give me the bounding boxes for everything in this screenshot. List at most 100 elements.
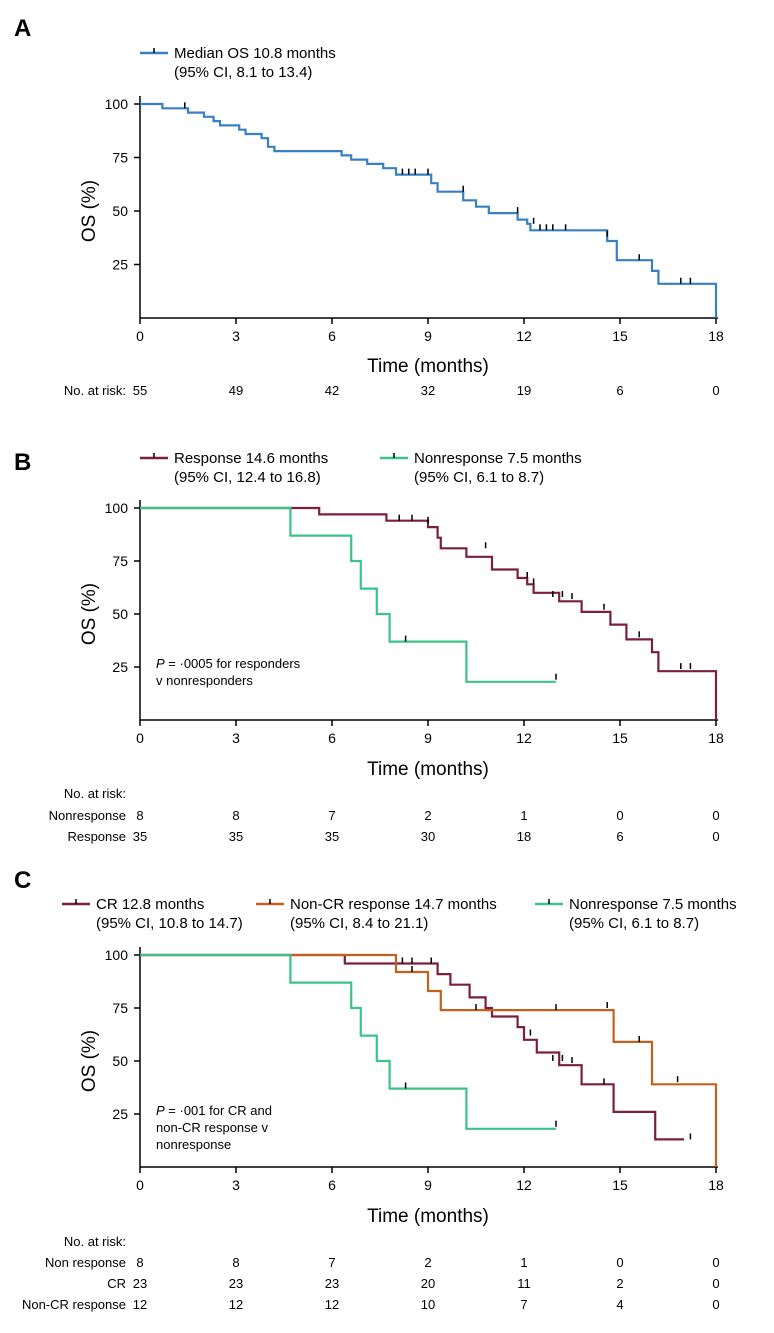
x-tick-label: 9: [424, 1177, 432, 1193]
x-tick-label: 3: [232, 328, 240, 344]
x-tick-label: 0: [136, 730, 144, 746]
km-curve-response: [140, 506, 718, 720]
risk-value: 0: [712, 1297, 719, 1312]
y-tick-label: 25: [112, 659, 128, 675]
risk-value: 2: [424, 1255, 431, 1270]
panel-C: C CR 12.8 months (95% CI, 10.8 to 14.7) Non…: [14, 867, 737, 1312]
risk-value: 20: [421, 1276, 435, 1291]
risk-row-label: Non response: [45, 1255, 126, 1270]
legend-ci: (95% CI, 8.4 to 21.1): [290, 915, 428, 932]
risk-value: 8: [232, 808, 239, 823]
p-symbol: P: [156, 1103, 165, 1118]
legend-ci: (95% CI, 10.8 to 14.7): [96, 915, 243, 932]
x-tick-label: 3: [232, 730, 240, 746]
y-tick-label: 75: [112, 1000, 128, 1016]
y-axis-title: OS (%): [79, 1030, 100, 1092]
y-axis-title: OS (%): [79, 180, 100, 242]
x-tick-label: 18: [708, 328, 724, 344]
y-tick-label: 75: [112, 553, 128, 569]
legend-label: Non-CR response 14.7 months: [290, 896, 497, 913]
panel-A: A Median OS 10.8 months (95% CI, 8.1 to 13…: [14, 15, 724, 398]
risk-value: 6: [616, 829, 623, 844]
y-tick-label: 25: [112, 1106, 128, 1122]
risk-value: 12: [133, 1297, 147, 1312]
legend-label: Nonresponse 7.5 months: [569, 896, 737, 913]
x-tick-label: 9: [424, 730, 432, 746]
risk-row-label: CR: [107, 1276, 126, 1291]
risk-value: 30: [421, 829, 435, 844]
risk-header: No. at risk:: [64, 786, 126, 801]
x-tick-label: 15: [612, 328, 628, 344]
p-symbol: P: [156, 656, 165, 671]
x-tick-label: 6: [328, 328, 336, 344]
risk-value: 6: [616, 383, 623, 398]
x-tick-label: 6: [328, 730, 336, 746]
risk-value: 18: [517, 829, 531, 844]
km-curve-cr: [140, 953, 684, 1141]
risk-value: 8: [136, 1255, 143, 1270]
x-tick-label: 18: [708, 1177, 724, 1193]
annotation-line: = ·0005 for responders: [165, 656, 301, 671]
y-tick-label: 100: [105, 947, 129, 963]
risk-value: 35: [325, 829, 339, 844]
annotation-line: non-CR response v: [156, 1120, 268, 1135]
risk-value: 0: [616, 1255, 623, 1270]
risk-value: 0: [712, 808, 719, 823]
risk-value: 12: [229, 1297, 243, 1312]
panel-letter: A: [14, 15, 31, 42]
x-axis-title: Time (months): [367, 356, 489, 377]
x-tick-label: 12: [516, 1177, 532, 1193]
y-tick-label: 25: [112, 257, 128, 273]
km-curve-median: [140, 102, 718, 318]
risk-value: 2: [424, 808, 431, 823]
legend-ci: (95% CI, 12.4 to 16.8): [174, 469, 321, 486]
annotation-line: nonresponse: [156, 1137, 231, 1152]
panel-letter: C: [14, 867, 31, 894]
km-curve-nonresponse: [140, 953, 556, 1130]
risk-value: 49: [229, 383, 243, 398]
risk-value: 23: [229, 1276, 243, 1291]
risk-value: 1: [520, 1255, 527, 1270]
risk-row-label: Nonresponse: [49, 808, 126, 823]
x-tick-label: 15: [612, 1177, 628, 1193]
x-tick-label: 0: [136, 1177, 144, 1193]
risk-header: No. at risk:: [64, 1234, 126, 1249]
risk-row-label: Non-CR response: [22, 1297, 126, 1312]
risk-header: No. at risk:: [64, 383, 126, 398]
risk-row-label: Response: [67, 829, 126, 844]
risk-value: 0: [712, 1255, 719, 1270]
legend-label: Nonresponse 7.5 months: [414, 450, 582, 467]
x-axis-title: Time (months): [367, 759, 489, 780]
legend-ci: (95% CI, 6.1 to 8.7): [414, 469, 544, 486]
x-axis-title: Time (months): [367, 1206, 489, 1227]
legend-label: CR 12.8 months: [96, 896, 204, 913]
x-tick-label: 3: [232, 1177, 240, 1193]
x-tick-label: 6: [328, 1177, 336, 1193]
y-tick-label: 50: [112, 203, 128, 219]
legend-label: Response 14.6 months: [174, 450, 328, 467]
risk-value: 4: [616, 1297, 623, 1312]
risk-value: 11: [517, 1276, 531, 1291]
y-tick-label: 75: [112, 150, 128, 166]
y-tick-label: 100: [105, 500, 129, 516]
risk-value: 23: [325, 1276, 339, 1291]
annotation-line: = ·001 for CR and: [165, 1103, 272, 1118]
risk-value: 0: [712, 383, 719, 398]
x-tick-label: 12: [516, 730, 532, 746]
risk-value: 0: [616, 808, 623, 823]
risk-value: 7: [328, 1255, 335, 1270]
x-tick-label: 12: [516, 328, 532, 344]
risk-value: 2: [616, 1276, 623, 1291]
risk-value: 7: [328, 808, 335, 823]
risk-value: 0: [712, 1276, 719, 1291]
risk-value: 8: [136, 808, 143, 823]
p-value-annotation: P = ·001 for CR and non-CR response v nonr…: [156, 1103, 272, 1152]
risk-value: 0: [712, 829, 719, 844]
x-tick-label: 15: [612, 730, 628, 746]
km-curve-nonresponse: [140, 506, 556, 683]
km-curve-non-cr: [140, 953, 718, 1167]
risk-value: 1: [520, 808, 527, 823]
risk-value: 12: [325, 1297, 339, 1312]
p-value-annotation: P = ·0005 for responders v nonresponders: [156, 656, 301, 688]
